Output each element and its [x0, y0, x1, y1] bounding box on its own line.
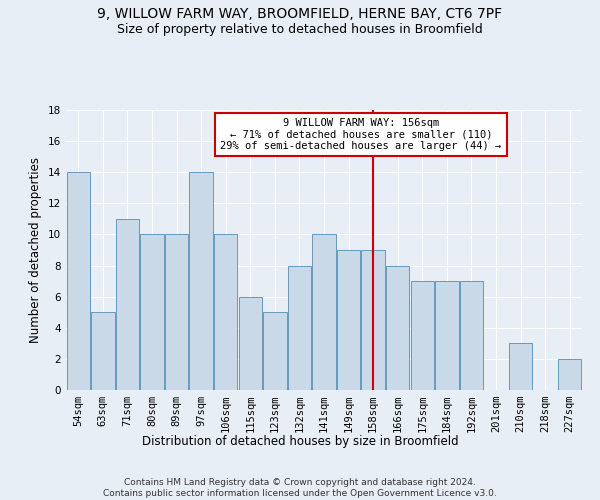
Text: Contains HM Land Registry data © Crown copyright and database right 2024.
Contai: Contains HM Land Registry data © Crown c… [103, 478, 497, 498]
Bar [116, 219, 139, 390]
Bar [288, 266, 311, 390]
Text: 9, WILLOW FARM WAY, BROOMFIELD, HERNE BAY, CT6 7PF: 9, WILLOW FARM WAY, BROOMFIELD, HERNE BA… [97, 8, 503, 22]
Bar [214, 234, 238, 390]
Bar [410, 281, 434, 390]
Bar [67, 172, 90, 390]
Bar [140, 234, 164, 390]
Bar [165, 234, 188, 390]
Text: 9 WILLOW FARM WAY: 156sqm
← 71% of detached houses are smaller (110)
29% of semi: 9 WILLOW FARM WAY: 156sqm ← 71% of detac… [220, 118, 502, 151]
Y-axis label: Number of detached properties: Number of detached properties [29, 157, 43, 343]
Bar [386, 266, 409, 390]
Bar [190, 172, 213, 390]
Bar [509, 344, 532, 390]
Bar [460, 281, 483, 390]
Bar [91, 312, 115, 390]
Bar [435, 281, 458, 390]
Bar [361, 250, 385, 390]
Bar [313, 234, 335, 390]
Bar [558, 359, 581, 390]
Bar [263, 312, 287, 390]
Text: Size of property relative to detached houses in Broomfield: Size of property relative to detached ho… [117, 22, 483, 36]
Bar [239, 296, 262, 390]
Text: Distribution of detached houses by size in Broomfield: Distribution of detached houses by size … [142, 435, 458, 448]
Bar [337, 250, 360, 390]
